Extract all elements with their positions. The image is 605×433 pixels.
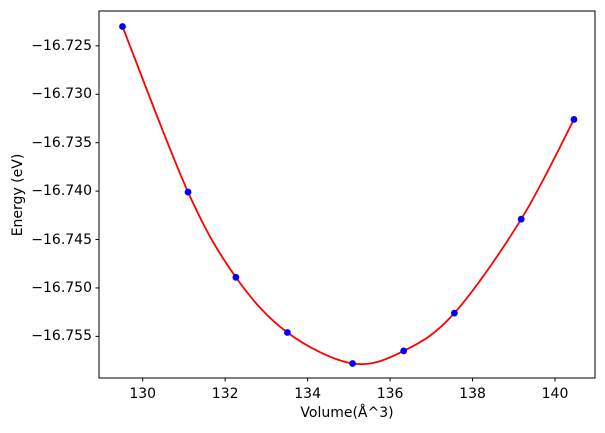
y-tick-label: −16.740 [31,183,92,200]
x-tick-label: 134 [294,386,321,402]
x-tick-label: 130 [129,386,157,402]
axes-frame [98,10,596,379]
y-tick-label: −16.725 [31,37,92,54]
y-tick-label: −16.730 [31,86,92,103]
y-axis-label: Energy (eV) [10,153,26,237]
x-tick-label: 132 [211,386,239,402]
x-tick-label: 138 [459,386,486,402]
data-point-marker [517,215,525,223]
data-point-marker [284,329,291,336]
data-point-marker [400,347,408,355]
data-point-marker [119,23,126,30]
y-tick-label: −16.735 [31,134,92,151]
y-tick-label: −16.755 [31,328,92,345]
x-axis-label: Volume(Å^3) [300,405,394,421]
data-point-marker [232,273,240,281]
fit-curve-line [121,25,575,366]
x-tick-label: 136 [376,386,404,402]
data-point-marker [451,309,458,317]
data-point-marker [570,116,578,123]
y-tick-label: −16.750 [31,279,92,296]
y-tick-label: −16.745 [31,231,92,248]
x-tick-label: 140 [541,386,569,402]
data-point-marker [349,360,356,367]
data-point-marker [184,188,192,196]
